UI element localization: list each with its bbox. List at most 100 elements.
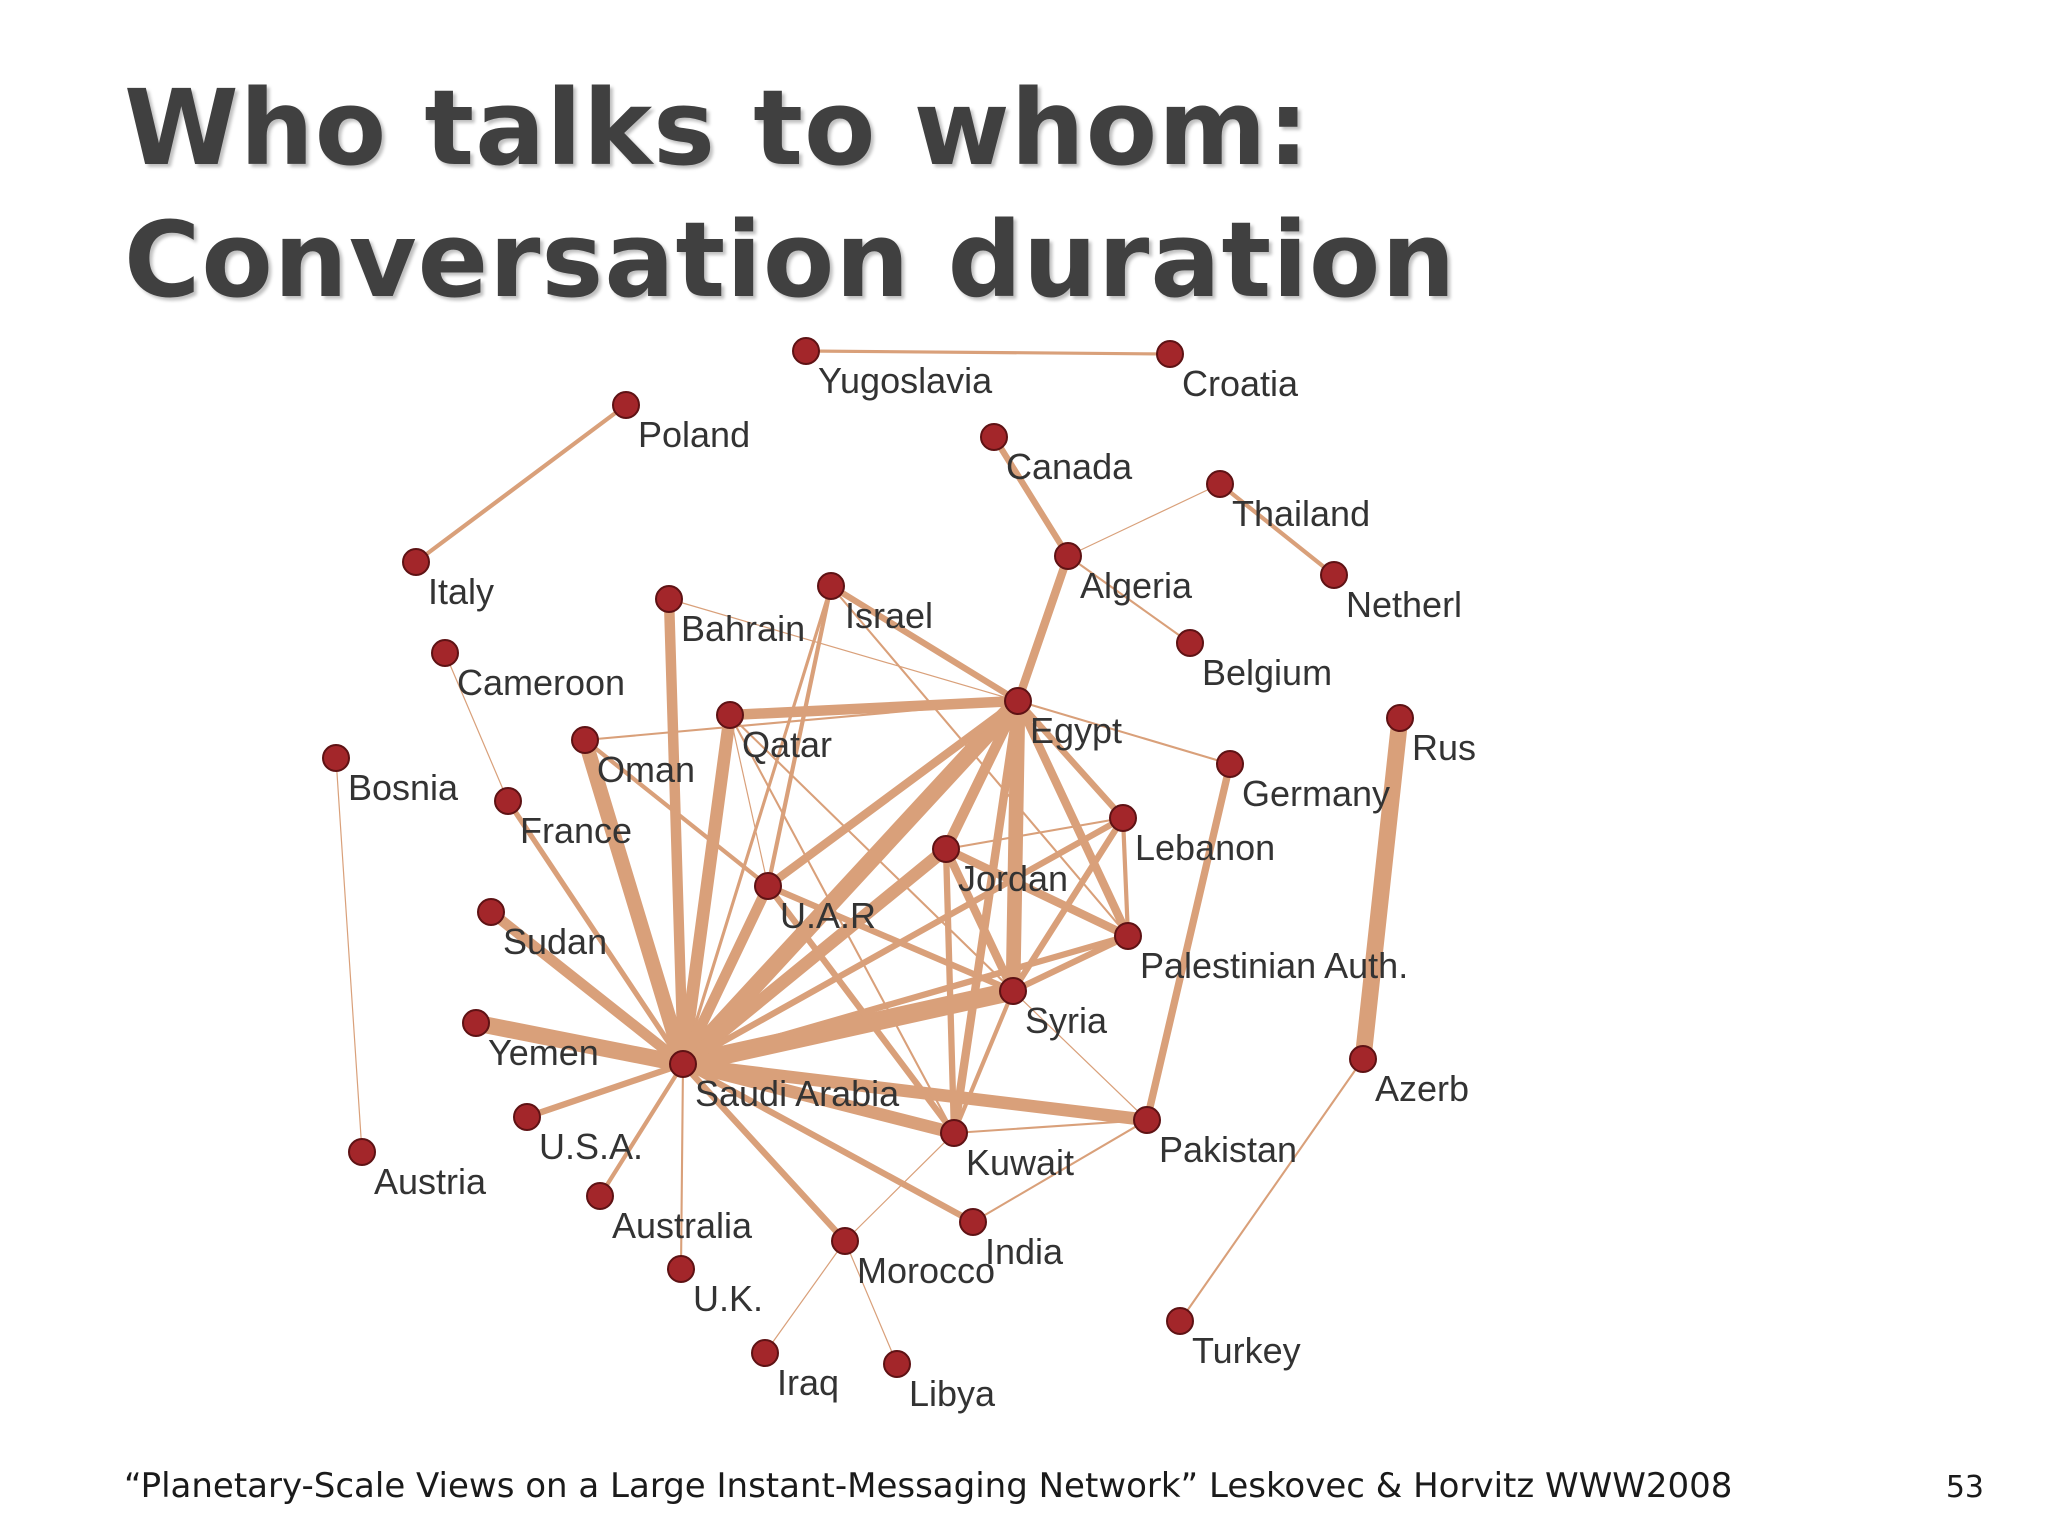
node-kuwait (940, 1119, 968, 1147)
edge-kuwait-morocco (844, 1132, 955, 1242)
edge-saudi-syria (673, 981, 1023, 1074)
node-india (959, 1208, 987, 1236)
node-cameroon (431, 639, 459, 667)
edge-france-saudi (505, 798, 686, 1067)
edge-saudi-jordan (676, 842, 953, 1071)
node-australia (586, 1182, 614, 1210)
node-france (494, 787, 522, 815)
edge-qatar-kuwait (728, 713, 956, 1135)
node-israel (817, 572, 845, 600)
edge-poland-italy (413, 402, 629, 565)
node-label-thailand: Thailand (1232, 493, 1370, 534)
edge-bahrain-egypt (668, 598, 1019, 702)
edge-saudi-morocco (679, 1060, 849, 1245)
node-label-russia: Rus (1412, 727, 1476, 768)
node-germany (1216, 750, 1244, 778)
edge-uk-saudi (679, 1062, 685, 1271)
node-label-cameroon: Cameroon (457, 662, 625, 703)
edge-layer (335, 349, 1409, 1365)
node-label-egypt: Egypt (1030, 710, 1122, 751)
node-syria (999, 977, 1027, 1005)
edge-australia-saudi (597, 1061, 686, 1199)
edge-germany-pakistan (1143, 760, 1234, 1124)
edge-uar-qatar (729, 714, 769, 887)
edge-saudi-uar (677, 880, 774, 1070)
edge-usa-saudi (523, 1060, 687, 1121)
edge-qatar-saudi (676, 708, 737, 1071)
edge-thailand-netherlands (1217, 481, 1337, 578)
node-label-saudi: Saudi Arabia (695, 1073, 900, 1114)
node-label-bahrain: Bahrain (681, 608, 805, 649)
node-label-lebanon: Lebanon (1135, 827, 1275, 868)
edge-jordan-lebanon (944, 816, 1125, 851)
node-saudi (669, 1050, 697, 1078)
edge-uar-syria (764, 882, 1017, 995)
edge-syria-pakistan (1012, 990, 1148, 1121)
edge-egypt-jordan (940, 695, 1024, 855)
node-label-yemen: Yemen (488, 1032, 599, 1073)
node-russia (1386, 704, 1414, 732)
node-label-france: France (520, 810, 632, 851)
node-yemen (462, 1009, 490, 1037)
node-label-pakistan: Pakistan (1159, 1129, 1297, 1170)
node-jordan (932, 835, 960, 863)
edge-syria-kuwait (951, 988, 1016, 1136)
node-label-italy: Italy (428, 571, 494, 612)
node-thailand (1206, 470, 1234, 498)
node-lebanon (1109, 804, 1137, 832)
node-label-algeria: Algeria (1080, 565, 1193, 606)
edge-yugoslavia-croatia (804, 349, 1172, 356)
node-label-turkey: Turkey (1192, 1330, 1301, 1371)
edge-israel-saudi (681, 584, 833, 1066)
node-sudan (477, 898, 505, 926)
node-bosnia (322, 744, 350, 772)
edge-pakistan-india (971, 1118, 1149, 1224)
edge-egypt-syria (1005, 693, 1026, 999)
edge-lebanon-syria (1009, 814, 1127, 995)
edge-bosnia-austria (335, 757, 363, 1153)
edge-jordan-syria (941, 844, 1018, 996)
edge-lebanon-palestinian (1120, 815, 1131, 939)
node-palestinian (1114, 922, 1142, 950)
node-label-morocco: Morocco (857, 1250, 995, 1291)
node-label-canada: Canada (1006, 446, 1133, 487)
node-uar (754, 872, 782, 900)
node-yugoslavia (792, 337, 820, 365)
node-label-uar: U.A.R (780, 895, 876, 936)
edge-egypt-palestinian (1013, 696, 1133, 941)
node-italy (402, 548, 430, 576)
node-label-israel: Israel (845, 595, 933, 636)
edge-thailand-algeria (1067, 483, 1221, 557)
node-usa (513, 1103, 541, 1131)
node-uk (667, 1255, 695, 1283)
node-austria (348, 1138, 376, 1166)
node-azerbaijan (1349, 1045, 1377, 1073)
node-morocco (831, 1227, 859, 1255)
edge-oman-uar (582, 737, 771, 889)
edge-saudi-india (679, 1060, 977, 1226)
node-libya (883, 1350, 911, 1378)
node-label-kuwait: Kuwait (966, 1142, 1074, 1183)
node-label-australia: Australia (612, 1205, 753, 1246)
edge-jordan-palestinian (941, 844, 1133, 941)
node-label-india: India (985, 1231, 1064, 1272)
node-label-bosnia: Bosnia (348, 767, 459, 808)
node-label-libya: Libya (909, 1373, 996, 1414)
edge-israel-egypt (827, 582, 1022, 705)
edge-oman-saudi (577, 732, 691, 1072)
citation-footer: “Planetary-Scale Views on a Large Instan… (124, 1466, 1733, 1506)
node-label-oman: Oman (597, 749, 695, 790)
edge-yemen-saudi (467, 1014, 692, 1073)
slide-title-line-1: Who talks to whom: (124, 67, 1311, 189)
node-turkey (1166, 1307, 1194, 1335)
node-egypt (1004, 687, 1032, 715)
node-oman (571, 726, 599, 754)
node-qatar (716, 701, 744, 729)
node-label-belgium: Belgium (1202, 652, 1332, 693)
slide-title: Who talks to whom: Conversation duration (124, 62, 1456, 326)
node-label-qatar: Qatar (742, 724, 832, 765)
edge-egypt-kuwait (949, 696, 1023, 1138)
node-pakistan (1133, 1106, 1161, 1134)
node-label-yugoslavia: Yugoslavia (818, 360, 993, 401)
edge-qatar-egypt (724, 695, 1024, 721)
